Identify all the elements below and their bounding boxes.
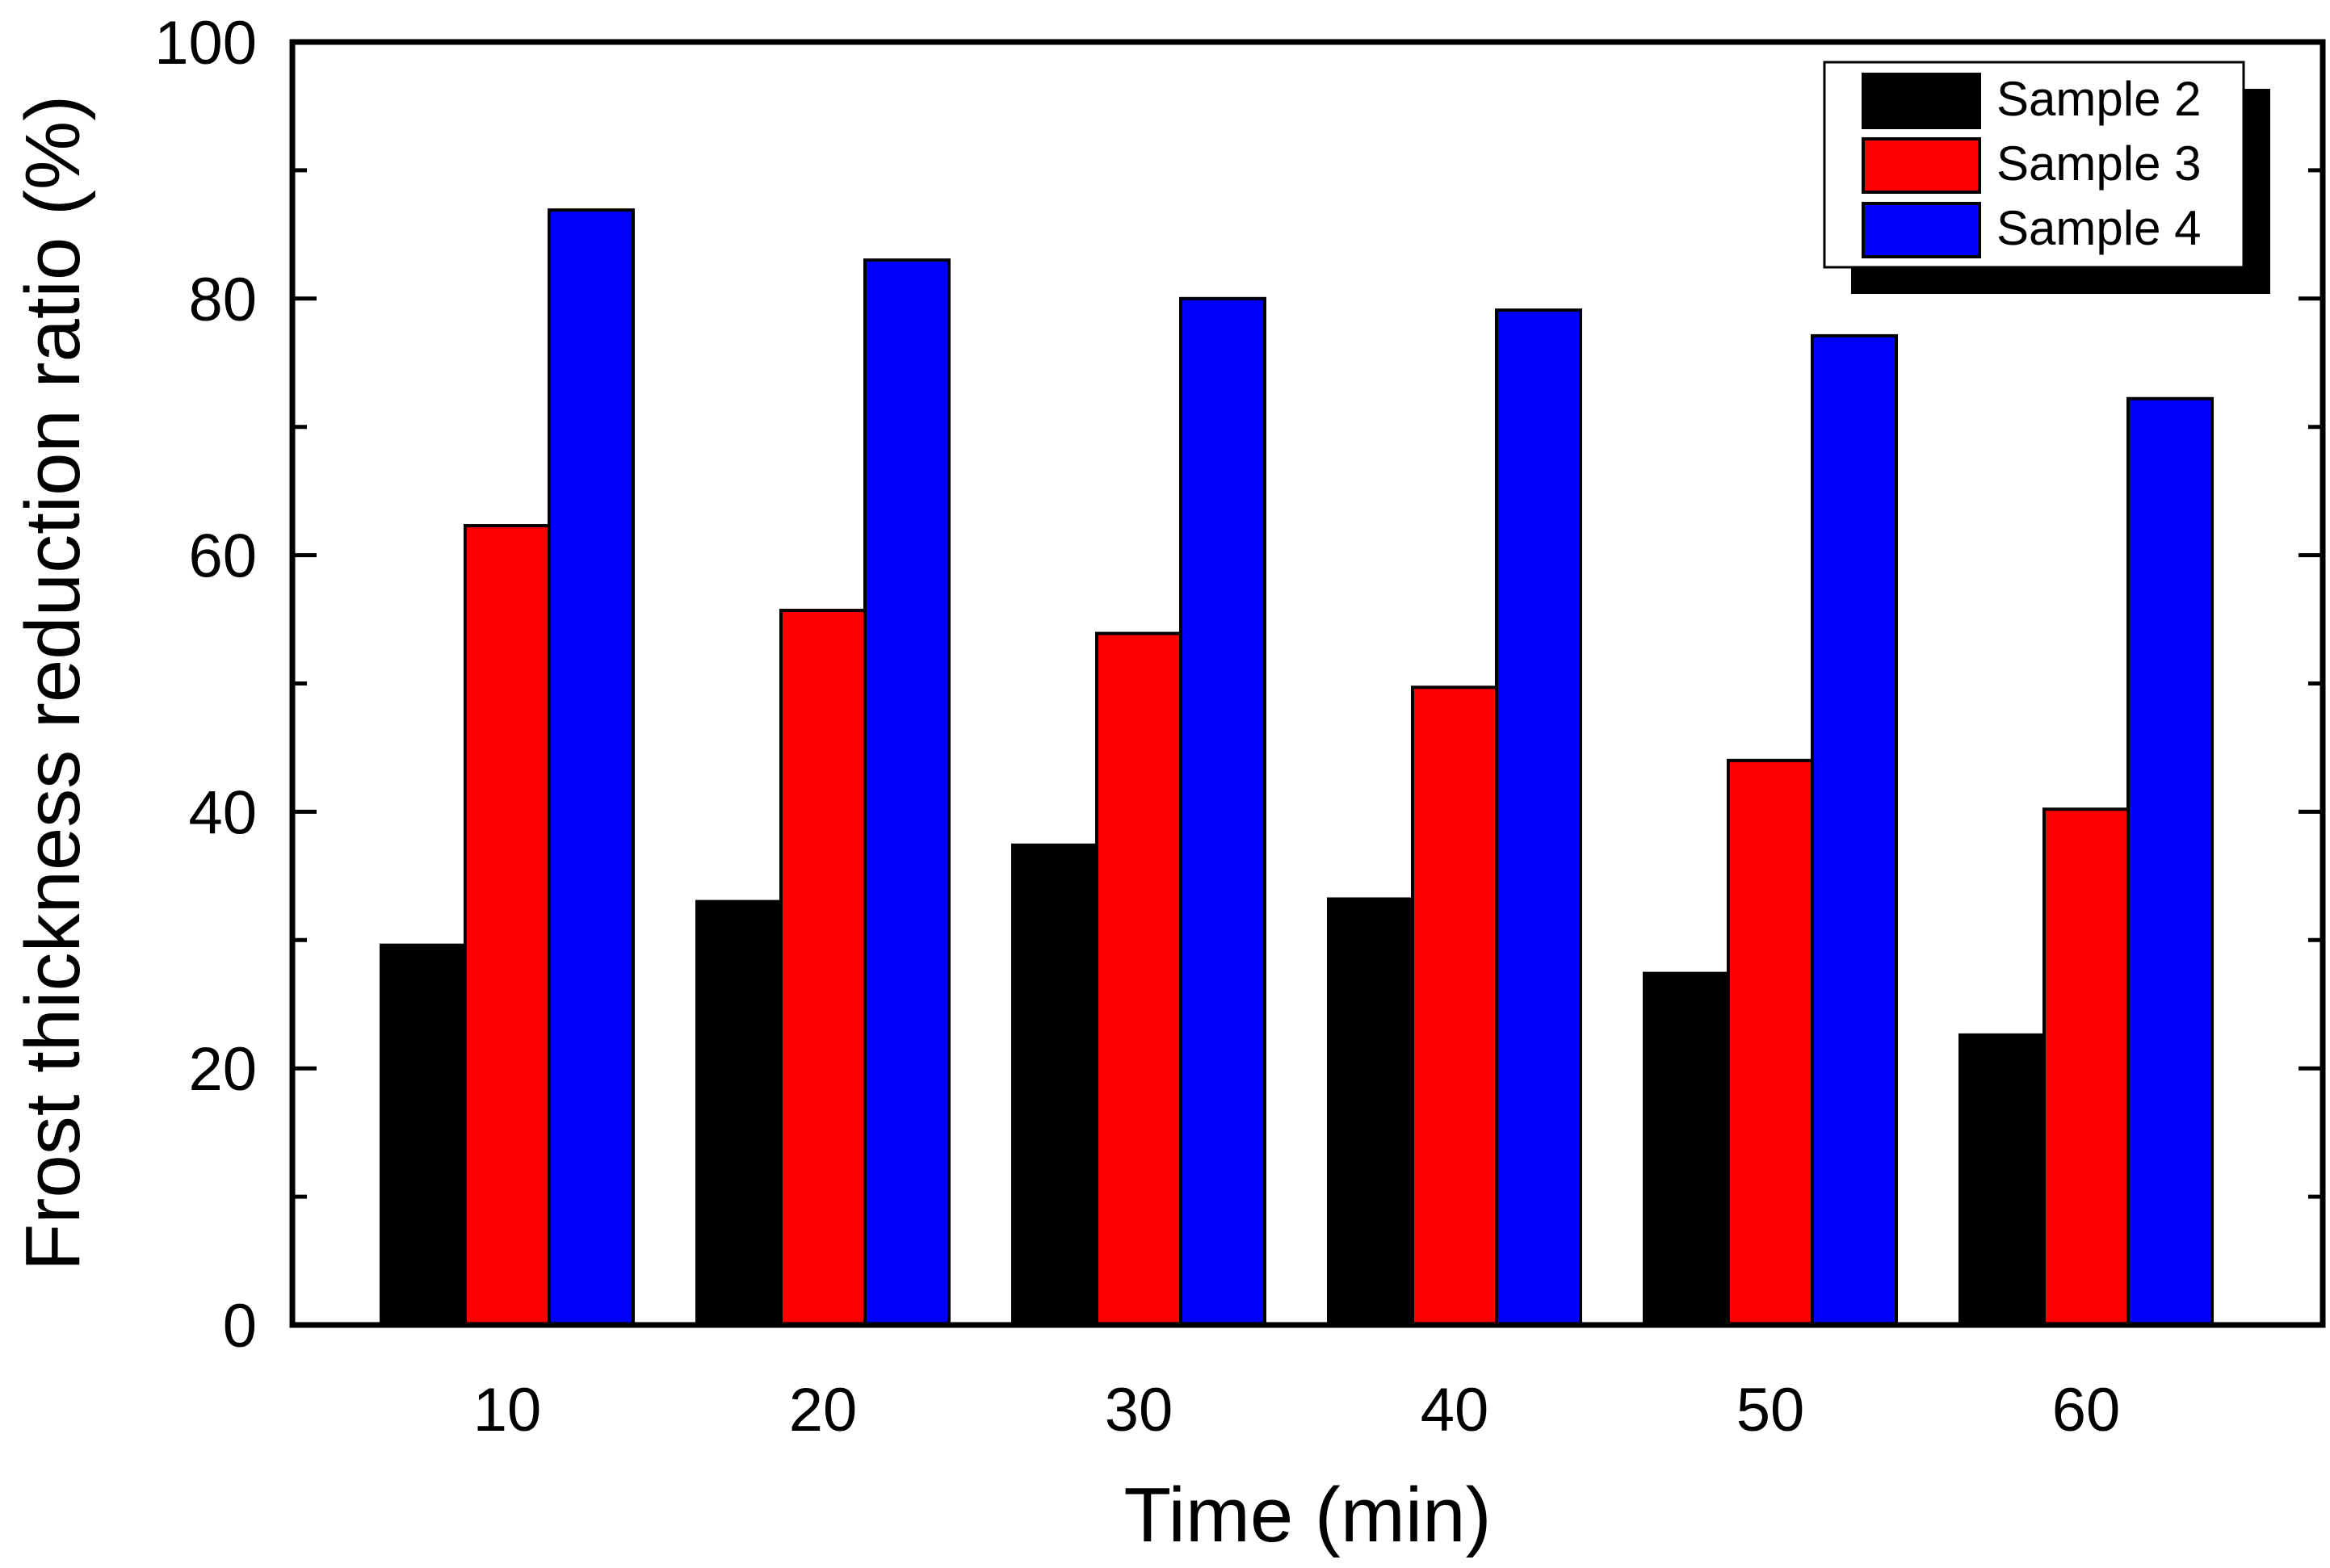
bar-sample-3-50 xyxy=(1727,758,1814,1327)
legend-label: Sample 4 xyxy=(1996,201,2201,255)
bar-sample-4-60 xyxy=(2126,396,2214,1327)
y-tick-label: 80 xyxy=(188,266,257,334)
x-tick-label: 30 xyxy=(1105,1376,1173,1444)
bar-sample-3-30 xyxy=(1095,631,1182,1327)
bar-sample-3-10 xyxy=(464,524,551,1327)
y-tick-label: 100 xyxy=(154,9,257,78)
bar-sample-2-10 xyxy=(380,943,467,1327)
bar-sample-4-40 xyxy=(1495,308,1582,1327)
bar-sample-2-30 xyxy=(1011,843,1098,1327)
x-tick-label: 20 xyxy=(789,1376,858,1444)
x-tick-label: 50 xyxy=(1736,1376,1805,1444)
x-tick-label: 60 xyxy=(2052,1376,2121,1444)
legend-entries: Sample 2 Sample 3 Sample 4 xyxy=(1862,72,2201,258)
bar-sample-4-30 xyxy=(1179,296,1266,1327)
legend-swatch-sample-2 xyxy=(1862,73,1981,129)
y-tick-label: 20 xyxy=(188,1035,257,1104)
bar-sample-3-60 xyxy=(2042,807,2130,1327)
y-tick-label: 60 xyxy=(188,522,257,591)
legend: Sample 2 Sample 3 Sample 4 xyxy=(1823,61,2270,294)
bar-sample-2-40 xyxy=(1327,897,1414,1327)
x-axis-label: Time (min) xyxy=(1123,1472,1491,1558)
bar-sample-4-20 xyxy=(863,258,951,1327)
x-tick-label: 10 xyxy=(473,1376,542,1444)
x-tick-label: 40 xyxy=(1421,1376,1489,1444)
y-axis-label: Frost thickness reduction ratio (%) xyxy=(10,95,96,1272)
legend-label: Sample 3 xyxy=(1996,136,2201,191)
bar-sample-4-50 xyxy=(1811,333,1898,1327)
bar-sample-2-50 xyxy=(1643,971,1730,1327)
bars-layer: 10 20 30 40 50 60 xyxy=(380,208,2214,1444)
ticks-layer: 0 20 40 60 80 100 xyxy=(154,9,2323,1360)
bar-sample-2-60 xyxy=(1958,1033,2046,1327)
y-tick-label: 0 xyxy=(223,1292,257,1360)
legend-swatch-sample-3 xyxy=(1862,137,1981,194)
y-tick-label: 40 xyxy=(188,778,257,847)
bar-sample-3-40 xyxy=(1411,685,1498,1327)
bar-sample-2-20 xyxy=(695,899,783,1327)
bar-sample-4-10 xyxy=(548,208,635,1327)
legend-label: Sample 2 xyxy=(1996,72,2201,126)
bar-sample-3-20 xyxy=(779,608,867,1327)
legend-swatch-sample-4 xyxy=(1862,202,1981,258)
